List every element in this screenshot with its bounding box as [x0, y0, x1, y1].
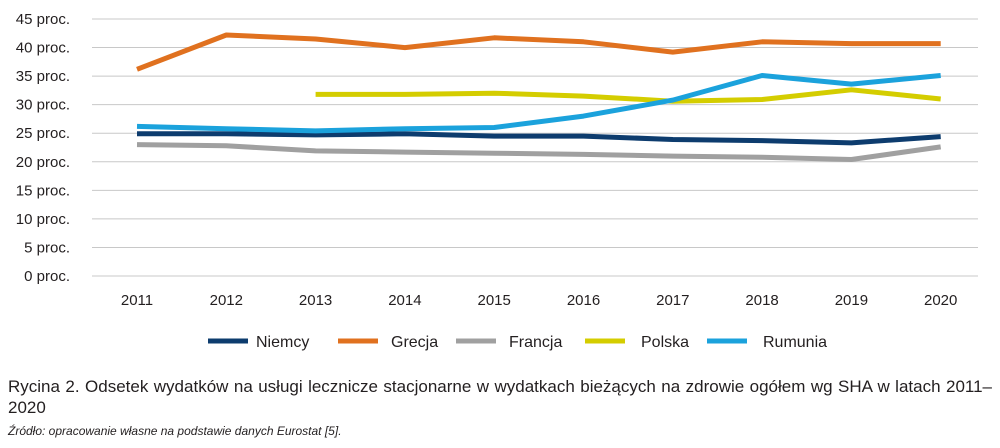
- y-tick-label: 30 proc.: [16, 97, 70, 114]
- series-line-francja: [136, 142, 942, 162]
- x-tick-label: 2017: [656, 292, 689, 309]
- legend: Niemcy Grecja Francja Polska Rumunia: [208, 334, 827, 351]
- y-tick-label: 40 proc.: [16, 40, 70, 57]
- legend-label: Rumunia: [763, 334, 827, 351]
- y-tick-label: 45 proc.: [16, 11, 70, 28]
- legend-label: Francja: [509, 334, 562, 351]
- y-tick-label: 5 proc.: [24, 239, 70, 256]
- series-line-grecja: [136, 32, 941, 72]
- y-tick-label: 35 proc.: [16, 68, 70, 85]
- y-tick-label: 10 proc.: [16, 211, 70, 228]
- y-tick-label: 0 proc.: [24, 268, 70, 285]
- line-chart: 0 proc. 5 proc. 10 proc. 15 proc. 20 proc. 25…: [16, 11, 978, 351]
- x-tick-label: 2014: [388, 292, 421, 309]
- legend-label: Polska: [641, 334, 689, 351]
- y-tick-label: 15 proc.: [16, 182, 70, 199]
- series-line-rumunia: [136, 73, 941, 134]
- series-line-niemcy: [137, 131, 941, 146]
- x-tick-label: 2018: [745, 292, 778, 309]
- y-tick-label: 25 proc.: [16, 125, 70, 142]
- x-tick-label: 2012: [210, 292, 243, 309]
- legend-label: Niemcy: [256, 334, 309, 351]
- x-tick-label: 2013: [299, 292, 332, 309]
- y-axis-ticks: 0 proc. 5 proc. 10 proc. 15 proc. 20 proc. 25…: [16, 11, 70, 285]
- x-tick-label: 2019: [835, 292, 868, 309]
- legend-label: Grecja: [391, 334, 438, 351]
- x-tick-label: 2015: [478, 292, 511, 309]
- series-lines: [136, 32, 942, 162]
- x-tick-label: 2016: [567, 292, 600, 309]
- figure-caption: Rycina 2. Odsetek wydatków na usługi lec…: [8, 376, 992, 418]
- source-note: Źródło: opracowanie własne na podstawie …: [8, 424, 342, 438]
- x-tick-label: 2020: [924, 292, 957, 309]
- caption-label: Rycina 2.: [8, 377, 80, 396]
- series-line-polska: [315, 87, 941, 104]
- x-axis-ticks: 2011 2012 2013 2014 2015 2016 2017 2018 2019 2020: [121, 292, 958, 309]
- caption-text: Odsetek wydatków na usługi lecznicze sta…: [8, 377, 992, 417]
- y-tick-label: 20 proc.: [16, 154, 70, 171]
- x-tick-label: 2011: [121, 292, 153, 309]
